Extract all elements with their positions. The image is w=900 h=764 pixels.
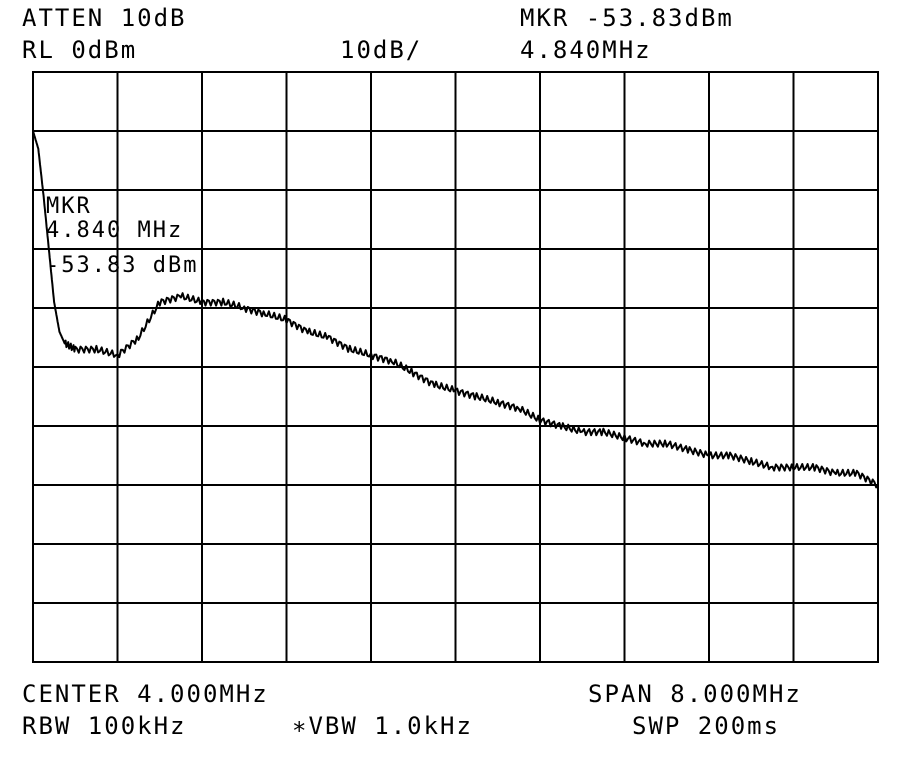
marker-label-title: MKR xyxy=(46,194,92,219)
marker-frequency-readout: 4.840MHz xyxy=(520,36,652,64)
scale-label: 10dB/ xyxy=(340,36,423,64)
attenuation-label: ATTEN 10dB xyxy=(22,4,187,32)
marker-amplitude-readout: MKR -53.83dBm xyxy=(520,4,734,32)
span-label: SPAN 8.000MHz xyxy=(588,680,802,708)
reference-level-label: RL 0dBm xyxy=(22,36,138,64)
vbw-label: ∗VBW 1.0kHz xyxy=(292,712,473,740)
sweep-time-label: SWP 200ms xyxy=(632,712,781,740)
center-frequency-label: CENTER 4.000MHz xyxy=(22,680,269,708)
marker-label-amplitude: -53.83 dBm xyxy=(46,253,199,278)
plot-frame xyxy=(32,71,879,663)
graticule xyxy=(33,72,878,662)
spectrum-trace xyxy=(32,130,879,489)
rbw-label: RBW 100kHz xyxy=(22,712,187,740)
marker-label-frequency: 4.840 MHz xyxy=(46,218,184,243)
